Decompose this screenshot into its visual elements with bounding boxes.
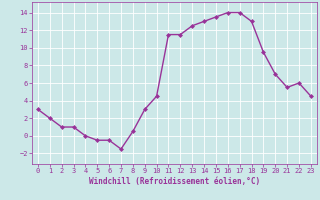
- X-axis label: Windchill (Refroidissement éolien,°C): Windchill (Refroidissement éolien,°C): [89, 177, 260, 186]
